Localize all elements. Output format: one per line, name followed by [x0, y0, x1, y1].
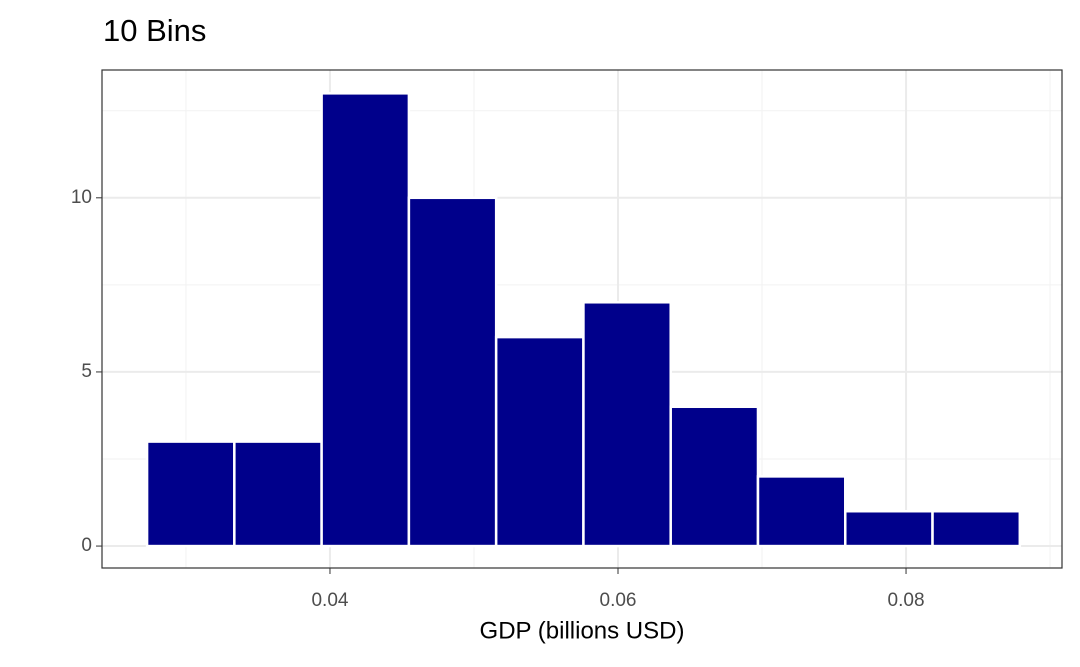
- bar: [494, 335, 585, 548]
- bar: [756, 475, 847, 548]
- bar: [145, 440, 236, 548]
- y-tick-label: 10: [71, 187, 92, 208]
- x-tick-label: 0.06: [600, 590, 637, 611]
- bar: [582, 301, 672, 548]
- bar: [931, 509, 1022, 548]
- x-axis-label: GDP (billions USD): [480, 617, 685, 644]
- panel-border: [101, 69, 1063, 569]
- bar: [233, 440, 323, 548]
- x-tick-label: 0.08: [888, 590, 925, 611]
- x-tick-label: 0.04: [311, 590, 348, 611]
- bar: [320, 92, 411, 548]
- y-tick-label: 0: [81, 535, 92, 556]
- bar: [844, 509, 934, 548]
- bar: [407, 196, 498, 548]
- bar: [669, 405, 760, 548]
- y-tick-label: 5: [81, 361, 92, 382]
- chart-title: 10 Bins: [103, 13, 206, 48]
